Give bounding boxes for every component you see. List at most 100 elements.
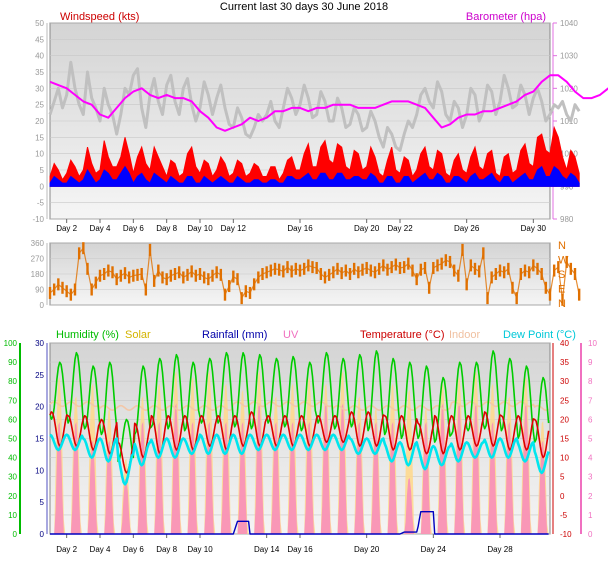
wind-x-tick-label: Day 2: [56, 224, 77, 233]
humidity-tick-label: 70: [8, 396, 17, 405]
barometer-tick-label: 1040: [560, 19, 578, 28]
wind-x-tick-label: Day 16: [287, 224, 313, 233]
barometer-tick-label: 1000: [560, 150, 578, 159]
legend-solar: Solar: [125, 329, 151, 341]
wind-panel: Windspeed (kts) Barometer (hpa) -10 -5 0 5 1…: [32, 11, 608, 233]
windspeed-tick-label: 5: [40, 166, 45, 175]
climate-x-tick-label: Day 16: [287, 545, 313, 554]
barometer-axis: 98099010001010102010301040: [552, 19, 578, 224]
direction-series: [48, 242, 581, 306]
dewpoint-series: [49, 433, 550, 486]
windspeed-tick-label: 35: [35, 68, 44, 77]
wind-x-axis: Day 2 Day 4 Day 6 Day 8 Day 10 Day 12 Day 16 Da…: [56, 219, 547, 233]
temperature-tick-label: 35: [560, 358, 569, 367]
direction-tick-label: 0: [40, 301, 45, 310]
humidity-tick-label: 60: [8, 415, 17, 424]
temperature-tick-label: 10: [560, 454, 569, 463]
wind-x-tick-label: Day 12: [221, 224, 247, 233]
windspeed-axis-label: Windspeed (kts): [60, 11, 139, 23]
temperature-tick-label: 0: [560, 492, 565, 501]
wind-x-tick-label: Day 20: [354, 224, 380, 233]
uv-tick-label: 6: [588, 415, 593, 424]
uv-series: [50, 403, 549, 534]
legend-uv: UV: [283, 329, 299, 341]
climate-x-axis: Day 2 Day 4 Day 6 Day 8 Day 10 Day 14 Day 16 Da…: [56, 534, 513, 554]
legend-indoor: Indoor: [449, 329, 481, 341]
humidity-tick-label: 30: [8, 473, 17, 482]
uv-tick-label: 3: [588, 473, 593, 482]
direction-tick-label: 180: [31, 270, 45, 279]
temperature-tick-label: 15: [560, 435, 569, 444]
humidity-tick-label: 100: [4, 339, 18, 348]
direction-left-axis: 0 90 180 270 360: [31, 239, 48, 310]
humidity-tick-label: 90: [8, 358, 17, 367]
climate-x-tick-label: Day 2: [56, 545, 77, 554]
temperature-tick-label: -5: [560, 511, 568, 520]
barometer-tick-label: 1030: [560, 52, 578, 61]
climate-x-tick-label: Day 10: [187, 545, 213, 554]
rain-tick-label: 15: [35, 435, 44, 444]
wind-direction-series: [49, 246, 580, 301]
chart-title: Current last 30 days 30 June 2018: [220, 1, 388, 13]
windspeed-tick-label: -5: [37, 199, 45, 208]
uv-tick-label: 8: [588, 377, 593, 386]
rain-tick-label: 10: [35, 466, 44, 475]
compass-label: W: [558, 255, 569, 267]
climate-panel: Humidity (%) Solar Rainfall (mm) UV Temperat…: [4, 329, 598, 554]
wind-x-tick-label: Day 30: [521, 224, 547, 233]
climate-x-tick-label: Day 8: [156, 545, 177, 554]
legend-temperature: Temperature (°C): [360, 329, 444, 341]
climate-x-tick-label: Day 28: [487, 545, 513, 554]
uv-tick-label: 2: [588, 492, 593, 501]
compass-label: S: [558, 269, 565, 281]
uv-tick-label: 0: [588, 530, 593, 539]
windspeed-tick-label: 45: [35, 35, 44, 44]
direction-tick-label: 270: [31, 255, 45, 264]
temperature-tick-label: 5: [560, 473, 565, 482]
temperature-tick-label: 20: [560, 415, 569, 424]
rain-tick-label: 30: [35, 339, 44, 348]
humidity-tick-label: 50: [8, 435, 17, 444]
windspeed-tick-label: 15: [35, 133, 44, 142]
barometer-tick-label: 980: [560, 215, 574, 224]
climate-x-tick-label: Day 24: [421, 545, 447, 554]
legend-rainfall: Rainfall (mm): [202, 329, 267, 341]
temperature-tick-label: -10: [560, 530, 572, 539]
windspeed-tick-label: 10: [35, 150, 44, 159]
uv-tick-label: 4: [588, 454, 593, 463]
humidity-tick-label: 0: [13, 530, 18, 539]
windspeed-tick-label: 25: [35, 101, 44, 110]
barometer-axis-label: Barometer (hpa): [466, 11, 546, 23]
humidity-tick-label: 10: [8, 511, 17, 520]
barometer-series: [49, 74, 608, 132]
uv-tick-label: 7: [588, 396, 593, 405]
wind-x-tick-label: Day 10: [187, 224, 213, 233]
direction-tick-label: 90: [35, 286, 44, 295]
rain-tick-label: 20: [35, 403, 44, 412]
windspeed-tick-label: 40: [35, 52, 44, 61]
wind-x-tick-label: Day 4: [90, 224, 111, 233]
legend-humidity: Humidity (%): [56, 329, 119, 341]
climate-axes: -10-505101520253035400102030405060708090…: [4, 339, 598, 539]
windspeed-tick-label: 0: [40, 182, 45, 191]
temperature-tick-label: 40: [560, 339, 569, 348]
wind-x-tick-label: Day 8: [156, 224, 177, 233]
uv-tick-label: 1: [588, 511, 593, 520]
rain-tick-label: 0: [40, 530, 45, 539]
windspeed-tick-label: -10: [32, 215, 44, 224]
humidity-tick-label: 20: [8, 492, 17, 501]
compass-label: N: [558, 240, 566, 252]
windspeed-tick-label: 50: [35, 19, 44, 28]
uv-tick-label: 9: [588, 358, 593, 367]
wind-x-tick-label: Day 22: [387, 224, 413, 233]
climate-x-tick-label: Day 6: [123, 545, 144, 554]
wind-x-tick-label: Day 6: [123, 224, 144, 233]
legend-dewpoint: Dew Point (°C): [503, 329, 576, 341]
climate-x-tick-label: Day 4: [90, 545, 111, 554]
rain-tick-label: 5: [40, 498, 45, 507]
temperature-tick-label: 30: [560, 377, 569, 386]
wind-gust-series: [48, 60, 581, 152]
wind-x-tick-label: Day 26: [454, 224, 480, 233]
